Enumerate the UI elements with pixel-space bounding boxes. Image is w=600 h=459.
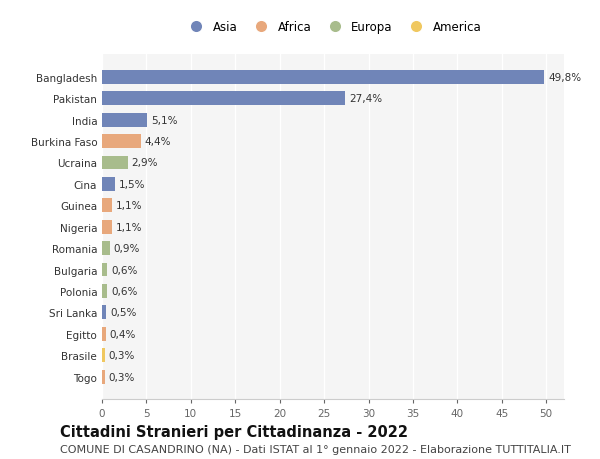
Text: 0,3%: 0,3%: [108, 350, 134, 360]
Text: 1,1%: 1,1%: [115, 222, 142, 232]
Text: 0,5%: 0,5%: [110, 308, 136, 318]
Bar: [102, 113, 148, 127]
Text: 2,9%: 2,9%: [131, 158, 158, 168]
Text: Cittadini Stranieri per Cittadinanza - 2022: Cittadini Stranieri per Cittadinanza - 2…: [60, 425, 408, 440]
Text: 0,4%: 0,4%: [109, 329, 136, 339]
Text: 4,4%: 4,4%: [145, 137, 171, 147]
Text: 27,4%: 27,4%: [349, 94, 382, 104]
Bar: [102, 348, 104, 362]
Bar: [102, 327, 106, 341]
Bar: [102, 370, 104, 384]
Text: 1,1%: 1,1%: [115, 201, 142, 211]
Text: 1,5%: 1,5%: [119, 179, 145, 190]
Text: 0,3%: 0,3%: [108, 372, 134, 382]
Bar: [102, 71, 544, 84]
Bar: [102, 220, 112, 234]
Text: 5,1%: 5,1%: [151, 115, 178, 125]
Bar: [102, 306, 106, 319]
Text: 0,6%: 0,6%: [111, 286, 137, 296]
Text: 49,8%: 49,8%: [548, 73, 581, 83]
Legend: Asia, Africa, Europa, America: Asia, Africa, Europa, America: [179, 16, 487, 39]
Bar: [102, 156, 128, 170]
Bar: [102, 241, 110, 256]
Bar: [102, 263, 107, 277]
Text: 0,6%: 0,6%: [111, 265, 137, 275]
Bar: [102, 284, 107, 298]
Bar: [102, 92, 346, 106]
Text: 0,9%: 0,9%: [113, 244, 140, 253]
Text: COMUNE DI CASANDRINO (NA) - Dati ISTAT al 1° gennaio 2022 - Elaborazione TUTTITA: COMUNE DI CASANDRINO (NA) - Dati ISTAT a…: [60, 444, 571, 454]
Bar: [102, 199, 112, 213]
Bar: [102, 178, 115, 191]
Bar: [102, 135, 141, 149]
